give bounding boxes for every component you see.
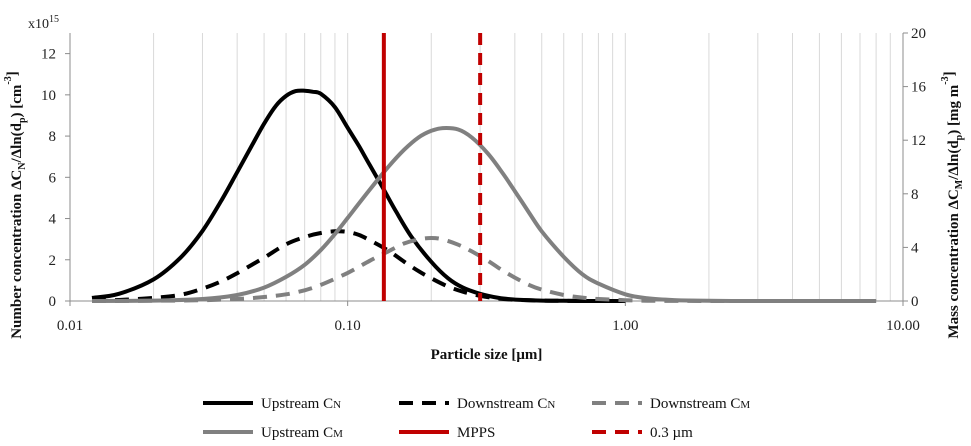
legend-label: Downstream CN (457, 396, 555, 412)
x-tick-label: 0.10 (335, 318, 361, 334)
y-right-tick-label: 4 (911, 240, 919, 256)
legend-label: Upstream CN (261, 396, 341, 412)
legend: Upstream CN Downstream CN Downstream CM Ups… (203, 396, 750, 441)
y-right-tick-label: 0 (911, 294, 919, 310)
series-line-downstream-cn (91, 229, 626, 303)
x-tick-label: 1.00 (612, 318, 638, 334)
y-right-tick-label: 16 (911, 80, 927, 96)
legend-label: 0.3 µm (650, 425, 693, 441)
x-tick-label: 10.00 (886, 318, 920, 334)
series-line-downstream-cm (91, 236, 877, 303)
y-left-multiplier: x1015 (28, 14, 59, 32)
series-line-upstream-cm (91, 126, 877, 303)
legend-label: Downstream CM (650, 396, 750, 412)
legend-label: Upstream CM (261, 425, 343, 441)
legend-label: MPPS (457, 425, 495, 441)
y-left-tick-label: 12 (41, 47, 56, 63)
series-group (91, 33, 877, 303)
y-left-axis-title: Number concentration ΔCN/Δln(dp) [cm-3] (3, 71, 28, 339)
y-left-tick-label: 8 (49, 129, 57, 145)
axes: 0 2 4 6 8 10 12 0 4 8 12 16 20 0.01 0.10 1.00 10.00 x1015… (3, 14, 965, 363)
y-left-tick-label: 10 (41, 88, 56, 104)
x-axis-title: Particle size [μm] (431, 347, 543, 363)
y-right-tick-label: 20 (911, 26, 926, 42)
y-right-tick-label: 8 (911, 187, 919, 203)
y-left-tick-label: 6 (49, 170, 57, 186)
y-left-tick-label: 2 (49, 253, 57, 269)
y-left-tick-label: 0 (49, 294, 57, 310)
y-left-tick-label: 4 (49, 212, 57, 228)
y-right-tick-label: 12 (911, 133, 926, 149)
grid (69, 33, 904, 301)
y-right-axis-title: Mass concentration ΔCM/Δln(dp) [mg m-3] (940, 71, 965, 338)
x-tick-label: 0.01 (57, 318, 83, 334)
series-line-upstream-cn (91, 88, 626, 303)
